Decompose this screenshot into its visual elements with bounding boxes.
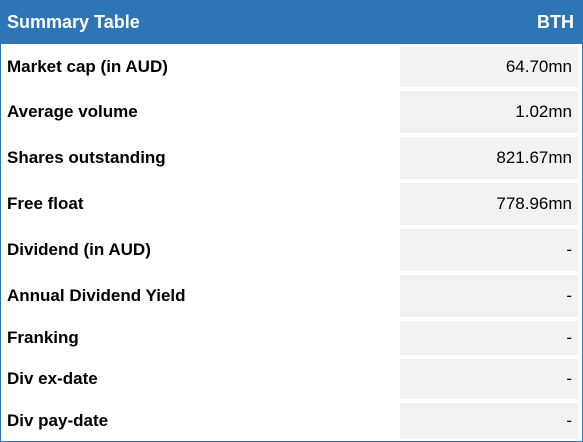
row-label: Franking: [7, 328, 79, 347]
table-row: Average volume 1.02mn: [1, 89, 582, 135]
table-header: Summary Table BTH: [1, 1, 582, 44]
table-row: Dividend (in AUD) -: [1, 227, 582, 273]
row-label: Average volume: [7, 102, 138, 121]
row-value: -: [400, 275, 578, 317]
table-row: Franking -: [1, 319, 582, 357]
row-value: 1.02mn: [400, 91, 578, 133]
table-row: Free float 778.96mn: [1, 181, 582, 227]
table-row: Shares outstanding 821.67mn: [1, 135, 582, 181]
table-row: Annual Dividend Yield -: [1, 273, 582, 319]
row-value: -: [400, 359, 578, 399]
row-label: Div pay-date: [7, 411, 109, 430]
row-value: -: [400, 229, 578, 271]
row-value: -: [400, 403, 578, 439]
ticker: BTH: [537, 12, 574, 32]
row-value: -: [400, 321, 578, 355]
row-label: Annual Dividend Yield: [7, 286, 186, 305]
row-value: 778.96mn: [400, 183, 578, 225]
row-value: 64.70mn: [400, 46, 578, 87]
row-label: Free float: [7, 194, 84, 213]
row-value: 821.67mn: [400, 137, 578, 179]
table-title: Summary Table: [7, 12, 140, 32]
table-row: Div pay-date -: [1, 401, 582, 441]
row-label: Div ex-date: [7, 369, 98, 388]
table-row: Div ex-date -: [1, 357, 582, 401]
row-label: Dividend (in AUD): [7, 240, 151, 259]
table-row: Market cap (in AUD) 64.70mn: [1, 44, 582, 89]
row-label: Shares outstanding: [7, 148, 166, 167]
row-label: Market cap (in AUD): [7, 56, 168, 76]
